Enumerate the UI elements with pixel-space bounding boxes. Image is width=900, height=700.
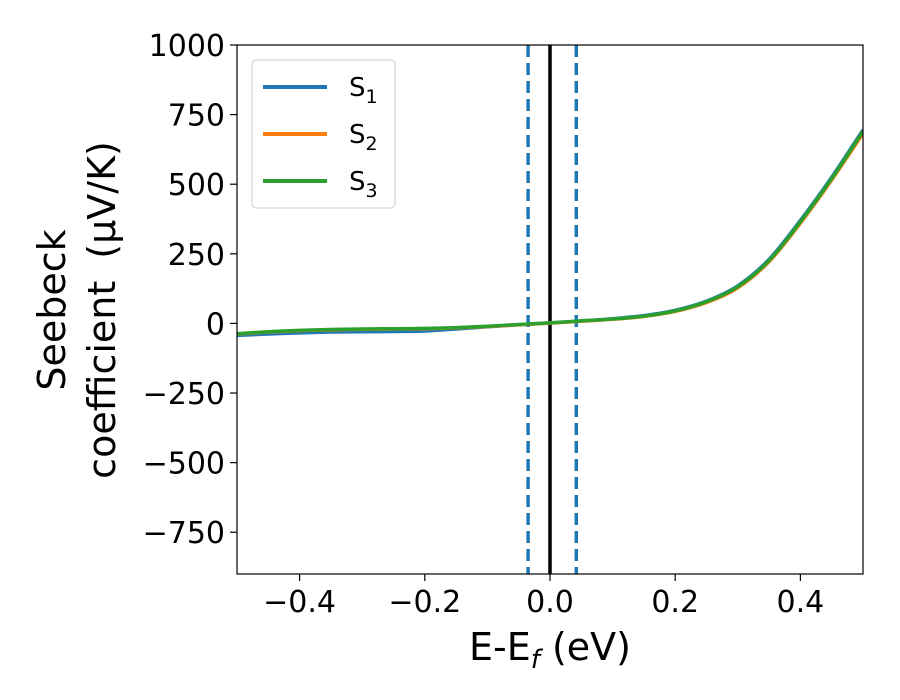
y-tick-label: 0: [206, 307, 225, 342]
x-tick-label: 0.0: [526, 585, 574, 620]
reference-lines: [526, 45, 579, 574]
y-axis-label-word: coefficient: [80, 281, 124, 479]
series-lines: [237, 128, 863, 338]
x-axis-label-unit: (eV): [540, 625, 631, 669]
x-axis-ticks: −0.4 −0.2 0.0 0.2 0.4: [263, 574, 824, 620]
y-axis-label-line2: coefficient (μV/K): [80, 141, 124, 479]
y-tick-label: 250: [168, 238, 225, 273]
x-tick-label: −0.4: [263, 585, 336, 620]
y-tick-label: −250: [143, 377, 225, 412]
legend-label-s2: S2: [349, 120, 378, 155]
x-tick-label: −0.2: [388, 585, 461, 620]
y-axis-label-line1: Seebeck: [30, 229, 74, 390]
x-tick-label: 0.4: [777, 585, 825, 620]
y-tick-label: 1000: [149, 29, 225, 64]
legend: S1 S2 S3: [251, 59, 396, 209]
y-axis-ticks: −750 −500 −250 0 250 500 750 1000: [143, 29, 237, 551]
x-axis-label-main: E-E: [469, 625, 531, 669]
y-tick-label: −750: [143, 516, 225, 551]
x-axis-label: E-Ef (eV): [469, 625, 631, 675]
series-line-s3: [237, 130, 863, 336]
y-axis-label-unit: (μV/K): [80, 141, 124, 259]
legend-label-s3: S3: [349, 167, 378, 202]
y-tick-label: 750: [168, 99, 225, 134]
legend-label-s1: S1: [349, 73, 378, 108]
x-tick-label: 0.2: [651, 585, 699, 620]
legend-items: S1 S2 S3: [263, 73, 378, 202]
y-axis-label-group: Seebeck coefficient (μV/K): [30, 141, 124, 479]
y-tick-label: 500: [168, 168, 225, 203]
y-tick-label: −500: [143, 447, 225, 482]
